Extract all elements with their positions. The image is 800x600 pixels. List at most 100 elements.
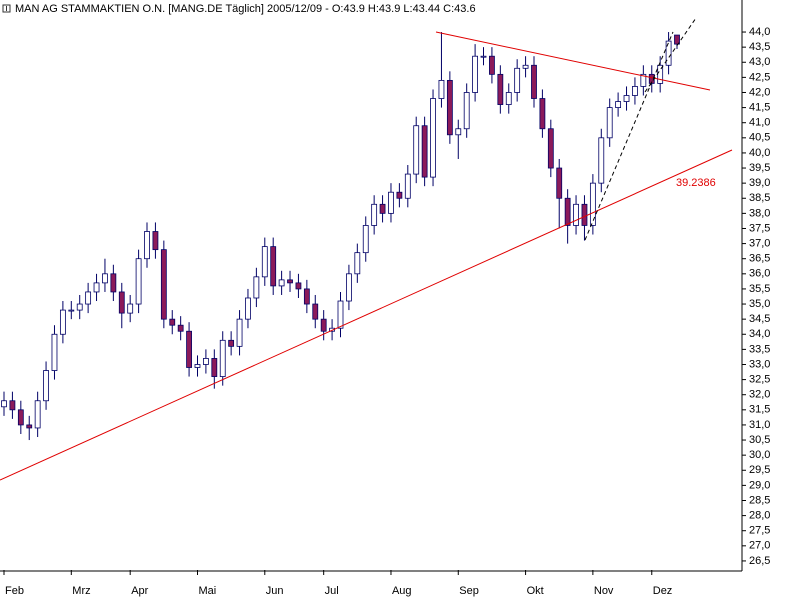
candle-body: [68, 309, 75, 312]
candle-body: [202, 358, 209, 365]
candle-body: [531, 64, 537, 99]
trendline-value: 39.2386: [676, 177, 716, 189]
y-tick-label: 27,5: [749, 525, 770, 537]
candle-body: [446, 79, 453, 136]
candle-body: [674, 34, 680, 45]
candle-body: [589, 182, 596, 226]
x-tick-label: Jun: [266, 585, 284, 597]
candle-body: [253, 276, 260, 299]
y-tick-label: 29,5: [749, 464, 770, 476]
candle-body: [388, 191, 394, 214]
y-tick-label: 30,5: [749, 434, 770, 446]
x-tick-label: Jul: [325, 585, 339, 597]
candle-body: [396, 191, 403, 199]
candle-body: [665, 40, 672, 66]
candle-body: [581, 203, 588, 226]
candle-body: [632, 86, 638, 96]
candle-body: [76, 303, 83, 311]
candle-body: [236, 318, 243, 347]
candle-body: [312, 303, 319, 320]
candle-body: [93, 282, 100, 293]
candle-body: [9, 400, 16, 411]
candle-body: [59, 309, 66, 335]
y-tick-label: 35,0: [749, 298, 770, 310]
candle-body: [455, 128, 462, 136]
candle-body: [480, 55, 487, 58]
candle-body: [404, 173, 411, 199]
candle-body: [329, 327, 335, 332]
y-tick-label: 31,0: [749, 419, 770, 431]
x-tick-label: Sep: [459, 585, 479, 597]
candle-body: [371, 203, 378, 226]
candle-body: [615, 101, 622, 108]
y-tick-label: 42,0: [749, 86, 770, 98]
y-tick-label: 38,5: [749, 192, 770, 204]
y-tick-label: 41,0: [749, 117, 770, 129]
candle-body: [497, 73, 504, 105]
y-tick-label: 40,0: [749, 147, 770, 159]
candle-body: [547, 128, 554, 169]
candle-body: [564, 197, 571, 226]
candle-body: [337, 300, 344, 329]
candle-body: [522, 64, 529, 69]
title-icon: [2, 4, 11, 13]
candle-body: [438, 79, 445, 99]
resistance-trendline: [435, 31, 711, 91]
x-tick-label: Nov: [594, 585, 614, 597]
candle-body: [278, 279, 285, 287]
candle-body: [354, 252, 361, 275]
candle-body: [539, 98, 546, 130]
candle-body: [211, 358, 218, 377]
candle-body: [110, 273, 117, 293]
candle-body: [514, 67, 521, 93]
candle-body: [17, 409, 24, 426]
candle-body: [320, 318, 327, 332]
candle-body: [346, 273, 352, 302]
y-tick-label: 34,5: [749, 313, 770, 325]
candle-body: [463, 92, 470, 130]
y-tick-label: 33,5: [749, 343, 770, 355]
x-tick-label: Mrz: [72, 585, 90, 597]
candle-body: [606, 107, 613, 139]
y-tick-label: 43,0: [749, 56, 770, 68]
candle-body: [430, 98, 436, 178]
candle-body: [472, 55, 479, 93]
candle-body: [287, 279, 293, 284]
y-tick-label: 36,0: [749, 268, 770, 280]
y-tick-label: 40,5: [749, 132, 770, 144]
y-tick-label: 39,5: [749, 162, 770, 174]
y-tick-label: 26,5: [749, 555, 770, 567]
candle-body: [169, 318, 176, 326]
chart-title: MAN AG STAMMAKTIEN O.N. [MANG.DE Täglich…: [15, 3, 476, 15]
y-tick-label: 38,0: [749, 207, 770, 219]
candle-body: [598, 137, 605, 184]
x-tick-label: Apr: [131, 585, 148, 597]
candle-body: [245, 297, 251, 320]
candle-body: [26, 424, 33, 429]
y-tick-label: 33,0: [749, 358, 770, 370]
candle-body: [573, 203, 579, 226]
y-tick-label: 32,0: [749, 389, 770, 401]
x-tick-label: Okt: [527, 585, 544, 597]
candle-body: [102, 273, 108, 284]
candle-body: [194, 364, 201, 368]
candle-body: [34, 400, 41, 429]
y-tick-label: 31,5: [749, 404, 770, 416]
y-tick-label: 39,0: [749, 177, 770, 189]
y-tick-label: 28,5: [749, 494, 770, 506]
candle-body: [118, 291, 125, 314]
candle-body: [160, 249, 167, 320]
candle-body: [177, 324, 184, 332]
candle-body: [362, 225, 369, 254]
candle-body: [379, 203, 386, 214]
candle-body: [51, 333, 58, 371]
candle-body: [261, 246, 268, 278]
candle-body: [135, 258, 142, 305]
candle-body: [556, 167, 563, 199]
x-tick-label: Mai: [198, 585, 216, 597]
dashed-trendline: [584, 31, 674, 241]
y-tick-label: 35,5: [749, 283, 770, 295]
candle-body: [640, 73, 647, 87]
y-tick-label: 28,0: [749, 510, 770, 522]
